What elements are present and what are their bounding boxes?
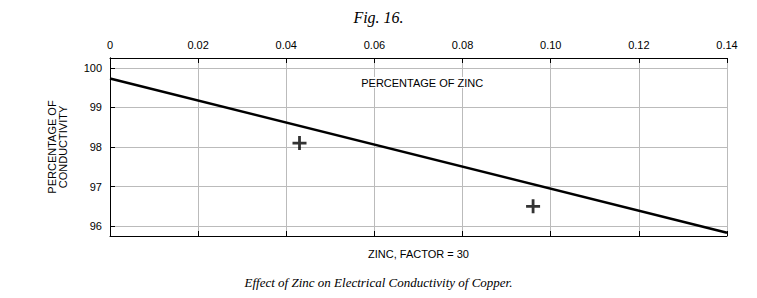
svg-text:0.08: 0.08 xyxy=(452,39,473,51)
svg-text:0.12: 0.12 xyxy=(628,39,649,51)
svg-text:98: 98 xyxy=(90,141,102,153)
svg-text:PERCENTAGE OF: PERCENTAGE OF xyxy=(45,100,58,194)
svg-text:ZINC, FACTOR = 30: ZINC, FACTOR = 30 xyxy=(368,248,469,260)
svg-text:0.10: 0.10 xyxy=(540,39,561,51)
svg-text:Effect of Zinc on Electrical C: Effect of Zinc on Electrical Conductivit… xyxy=(244,275,513,290)
svg-text:0: 0 xyxy=(107,39,113,51)
svg-text:96: 96 xyxy=(90,220,102,232)
svg-text:0.04: 0.04 xyxy=(276,39,297,51)
svg-text:PERCENTAGE OF ZINC: PERCENTAGE OF ZINC xyxy=(361,77,483,89)
svg-text:0.06: 0.06 xyxy=(364,39,385,51)
svg-text:100: 100 xyxy=(84,62,102,74)
svg-text:0.14: 0.14 xyxy=(716,39,737,51)
svg-text:CONDUCTIVITY: CONDUCTIVITY xyxy=(57,105,69,188)
svg-text:99: 99 xyxy=(90,101,102,113)
svg-text:Fig. 16.: Fig. 16. xyxy=(352,9,403,27)
svg-text:0.02: 0.02 xyxy=(187,39,208,51)
svg-text:97: 97 xyxy=(90,181,102,193)
